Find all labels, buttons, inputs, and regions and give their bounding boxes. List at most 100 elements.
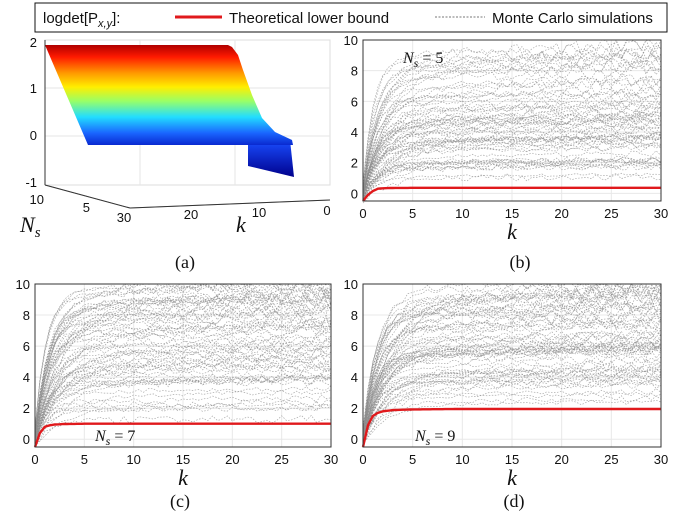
mc-trajectory: [34, 287, 332, 432]
mc-trajectory: [362, 337, 662, 441]
mc-trajectory: [362, 134, 662, 200]
mc-trajectory: [34, 374, 332, 442]
ns-annotation: Ns = 9: [414, 428, 455, 448]
mc-trajectory: [34, 352, 332, 442]
plot-frame: [362, 283, 662, 448]
mc-trajectory: [34, 311, 332, 437]
x-tick-label: 30: [324, 452, 338, 467]
mc-trajectory: [362, 47, 662, 190]
mc-trajectory: [362, 74, 662, 196]
mc-trajectory: [362, 347, 662, 434]
x-axis-label: k: [178, 465, 189, 490]
mc-trajectory: [362, 388, 662, 441]
x-tick-label: 20: [554, 206, 568, 221]
mc-trajectory: [34, 406, 331, 444]
mc-trajectory: [362, 110, 662, 197]
panel-a-xlabel: k: [236, 212, 247, 237]
mc-trajectory: [362, 113, 662, 191]
y-tick-label: 0: [351, 186, 358, 201]
mc-trajectory: [362, 375, 662, 438]
mc-trajectory: [362, 301, 662, 429]
x-tick-label: 5: [81, 452, 88, 467]
panel-a-ylabel: Ns: [19, 212, 41, 241]
y-tick-label: 10: [344, 277, 358, 292]
mc-trajectory: [362, 162, 662, 199]
panel-c: 0 2 4 6 8 10 0 5 10 15 20 25 30 k Ns = 7 (c): [16, 277, 339, 512]
legend-box: [34, 2, 668, 33]
mc-trajectory: [34, 372, 332, 439]
mc-trajectory: [362, 316, 662, 431]
mc-trajectory: [362, 156, 662, 201]
panel-a-ns-axis: [44, 184, 131, 209]
mc-trajectory: [34, 374, 332, 448]
mc-trajectory: [34, 302, 332, 434]
lower-bound-line: [33, 422, 331, 448]
y-tick-label: 10: [16, 277, 30, 292]
mc-trajectory: [362, 391, 662, 443]
mc-trajectory: [362, 49, 662, 188]
x-tick-label: 30: [654, 206, 668, 221]
mc-trajectory: [34, 317, 332, 439]
plot-frame: [34, 283, 332, 448]
mc-trajectory: [34, 375, 332, 440]
mc-trajectory: [362, 56, 662, 190]
mc-trajectory: [34, 414, 332, 444]
panel-a-ylabel-sub: s: [35, 225, 41, 241]
lower-bound-line: [362, 186, 661, 202]
y-tick-label: 0: [351, 432, 358, 447]
y-tick-label: 4: [351, 125, 358, 140]
x-tick-label: 15: [505, 452, 519, 467]
mc-trajectory: [362, 121, 662, 197]
panel-a-k-tick: 10: [252, 205, 266, 220]
panel-caption: (b): [510, 252, 531, 273]
mc-trajectory: [362, 100, 662, 190]
mc-trajectory: [362, 106, 662, 195]
ns-annotation-value: = 5: [422, 50, 443, 67]
mc-trajectory: [34, 325, 332, 436]
mc-trajectory: [362, 161, 662, 201]
mc-trajectory: [34, 333, 332, 441]
mc-trajectory: [362, 52, 662, 185]
mc-trajectory: [34, 360, 332, 440]
mc-trajectory: [362, 163, 662, 197]
mc-trajectory: [34, 348, 332, 441]
mc-trajectory: [362, 340, 662, 438]
mc-trajectory: [34, 348, 332, 440]
x-axis-label: k: [507, 219, 518, 244]
ns-annotation-value: = 9: [434, 428, 455, 445]
mc-trajectory: [362, 75, 662, 189]
ns-annotation-main: N: [94, 428, 107, 445]
x-tick-label: 5: [409, 452, 416, 467]
mc-trajectory: [362, 399, 662, 445]
mc-trajectory: [362, 375, 662, 443]
mc-trajectory: [34, 286, 332, 434]
mc-trajectory: [362, 365, 662, 442]
mc-trajectory: [34, 309, 332, 432]
mc-trajectory: [362, 138, 662, 196]
mc-trajectory: [362, 283, 662, 443]
mc-trajectory: [34, 305, 332, 439]
y-tick-label: 6: [351, 339, 358, 354]
panel-caption: (c): [170, 491, 190, 512]
x-tick-label: 25: [604, 206, 618, 221]
panel-a-k-axis: [129, 199, 331, 209]
plot-frame: [362, 39, 662, 202]
y-tick-label: 0: [23, 432, 30, 447]
y-tick-label: 8: [351, 64, 358, 79]
mc-trajectory: [34, 283, 332, 430]
mc-trajectory: [362, 98, 662, 195]
mc-trajectory: [362, 107, 662, 197]
legend: logdet[Px,y]: Theoretical lower bound Mo…: [34, 2, 668, 33]
mc-trajectory: [362, 45, 662, 191]
mc-trajectory: [362, 157, 662, 200]
x-tick-label: 5: [409, 206, 416, 221]
mc-trajectory: [34, 299, 332, 438]
mc-trajectory: [362, 329, 662, 441]
mc-trajectory: [362, 318, 662, 441]
ns-annotation-main: N: [414, 428, 427, 445]
mc-trajectory: [34, 332, 332, 439]
ns-annotation-sub: s: [426, 434, 431, 448]
ns-annotation-sub: s: [106, 434, 111, 448]
mc-trajectory: [362, 135, 662, 197]
mc-trajectory: [362, 46, 662, 198]
